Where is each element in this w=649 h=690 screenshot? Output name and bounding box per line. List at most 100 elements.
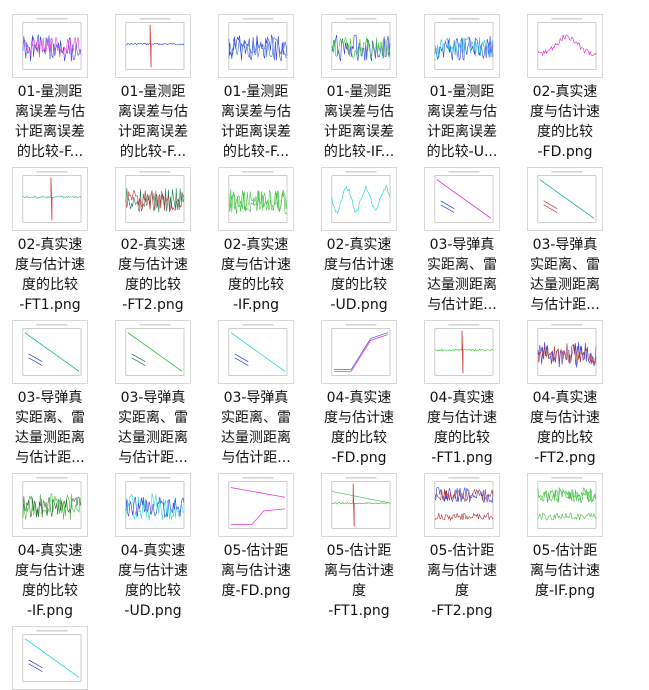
plot-line [537, 489, 597, 503]
file-name: 01-量测距 离误差与估 计距离误差 的比较-F... [103, 82, 203, 162]
file-name-line: 实距离、雷 [427, 257, 497, 273]
plot-line [537, 343, 597, 365]
file-name-line: 与估计距... [221, 450, 291, 466]
plot-frame [537, 22, 597, 70]
file-name: 04-真实速 度与估计速 度的比较 -IF.png [0, 541, 100, 621]
file-name-line: 度的比较 [537, 124, 593, 140]
plot-line [352, 483, 355, 527]
plot-line [24, 332, 80, 372]
file-name-line: -FT2.png [431, 603, 493, 619]
plot-line [28, 353, 43, 363]
file-name-line: 度与估计速 [118, 563, 188, 579]
file-name-line: -IF.png [26, 603, 74, 619]
file-name-line: 度与估计速 [530, 104, 600, 120]
file-name-line: -FT1.png [328, 603, 390, 619]
plot-frame [228, 328, 288, 376]
file-name: 03-导弹真 实距离、雷 达量测距离 与估计距... [206, 388, 306, 468]
file-name-line: 度-IF.png [534, 583, 596, 599]
plot-line [539, 179, 595, 219]
file-thumbnail [218, 473, 294, 537]
file-name-line: 的比较-U... [426, 144, 498, 160]
file-name-line: -FT1.png [19, 297, 81, 313]
file-thumbnail [527, 167, 603, 231]
file-name-line: 与估计距... [530, 297, 600, 313]
file-name-line: 02-真实速 [223, 237, 289, 253]
file-name-line: 计距离误差 [221, 124, 291, 140]
file-name-line: 实距离、雷 [118, 410, 188, 426]
chart-preview [331, 324, 391, 376]
file-thumbnail [527, 320, 603, 384]
file-name-line: 度的比较 [331, 430, 387, 446]
plot-line [228, 34, 288, 62]
file-name-line: 度的比较 [22, 583, 78, 599]
plot-line [333, 332, 389, 370]
file-name-line: 度的比较 [22, 277, 78, 293]
file-thumbnail [527, 473, 603, 537]
plot-frame [434, 481, 494, 529]
plot-line [440, 204, 455, 213]
file-name-line: 离与估计速 [427, 563, 497, 579]
file-name-line: 达量测距离 [427, 277, 497, 293]
plot-line [125, 188, 185, 213]
file-name: 03-导弹真 实距离、雷 达量测距离 与估计距... [412, 235, 512, 315]
plot-line [28, 357, 43, 366]
file-name-line: 度的比较 [125, 583, 181, 599]
plot-frame [228, 175, 288, 223]
plot-line [537, 487, 597, 504]
file-name-line: 04-真实速 [429, 390, 495, 406]
file-name-line: 度的比较 [537, 430, 593, 446]
plot-frame [331, 328, 391, 376]
file-name-line: 01-量测距 [120, 84, 186, 100]
plot-frame [22, 481, 82, 529]
file-thumbnail [321, 14, 397, 78]
file-name-line: 计距离误差 [118, 124, 188, 140]
file-name-line: 度与估计速 [530, 410, 600, 426]
file-thumbnail [115, 320, 191, 384]
chart-preview [331, 477, 391, 529]
file-name: 01-量测距 离误差与估 计距离误差 的比较-F... [206, 82, 306, 162]
file-name-line: 与估计距... [15, 450, 85, 466]
plot-frame [537, 481, 597, 529]
plot-line [22, 36, 82, 58]
plot-frame [228, 481, 288, 529]
file-thumbnail [527, 14, 603, 78]
chart-preview [228, 477, 288, 529]
file-name-line: 04-真实速 [532, 390, 598, 406]
file-name-line: 度 [455, 583, 469, 599]
file-name-line: 离误差与估 [15, 104, 85, 120]
file-name-line: 度与估计速 [324, 410, 394, 426]
file-name-line: 05-估计距 [532, 543, 598, 559]
chart-preview [125, 477, 185, 529]
plot-frame [22, 22, 82, 70]
chart-preview [537, 477, 597, 529]
plot-line [22, 34, 82, 62]
file-name-line: 01-量测距 [429, 84, 495, 100]
plot-line [125, 493, 185, 521]
file-thumbnail [424, 320, 500, 384]
chart-preview [125, 18, 185, 70]
file-name-line: 度的比较 [125, 277, 181, 293]
file-thumbnail [321, 167, 397, 231]
file-name-line: 离误差与估 [324, 104, 394, 120]
file-thumbnail [115, 167, 191, 231]
file-name: 05-估计距 离与估计速 度-IF.png [515, 541, 615, 601]
plot-frame [125, 175, 185, 223]
file-name: 04-真实速 度与估计速 度的比较 -UD.png [103, 541, 203, 621]
file-name: 03-导弹真 实距离、雷 达量测距离 与估计距... [515, 235, 615, 315]
plot-frame [537, 175, 597, 223]
file-thumbnail [115, 473, 191, 537]
file-thumbnail [12, 473, 88, 537]
plot-line [125, 189, 185, 212]
file-name-line: 计距离误差 [324, 124, 394, 140]
file-name-line: 度与估计速 [15, 563, 85, 579]
file-name-line: -FD.png [537, 144, 593, 160]
file-name-line: -UD.png [330, 297, 388, 313]
file-name-line: 度-FD.png [221, 583, 291, 599]
file-name: 01-量测距 离误差与估 计距离误差 的比较-U... [412, 82, 512, 162]
chart-preview [125, 171, 185, 223]
file-name-line: 03-导弹真 [223, 390, 289, 406]
file-name-line: 04-真实速 [120, 543, 186, 559]
file-name-line: 05-估计距 [326, 543, 392, 559]
plot-frame [125, 22, 185, 70]
file-name-line: 度的比较 [434, 430, 490, 446]
